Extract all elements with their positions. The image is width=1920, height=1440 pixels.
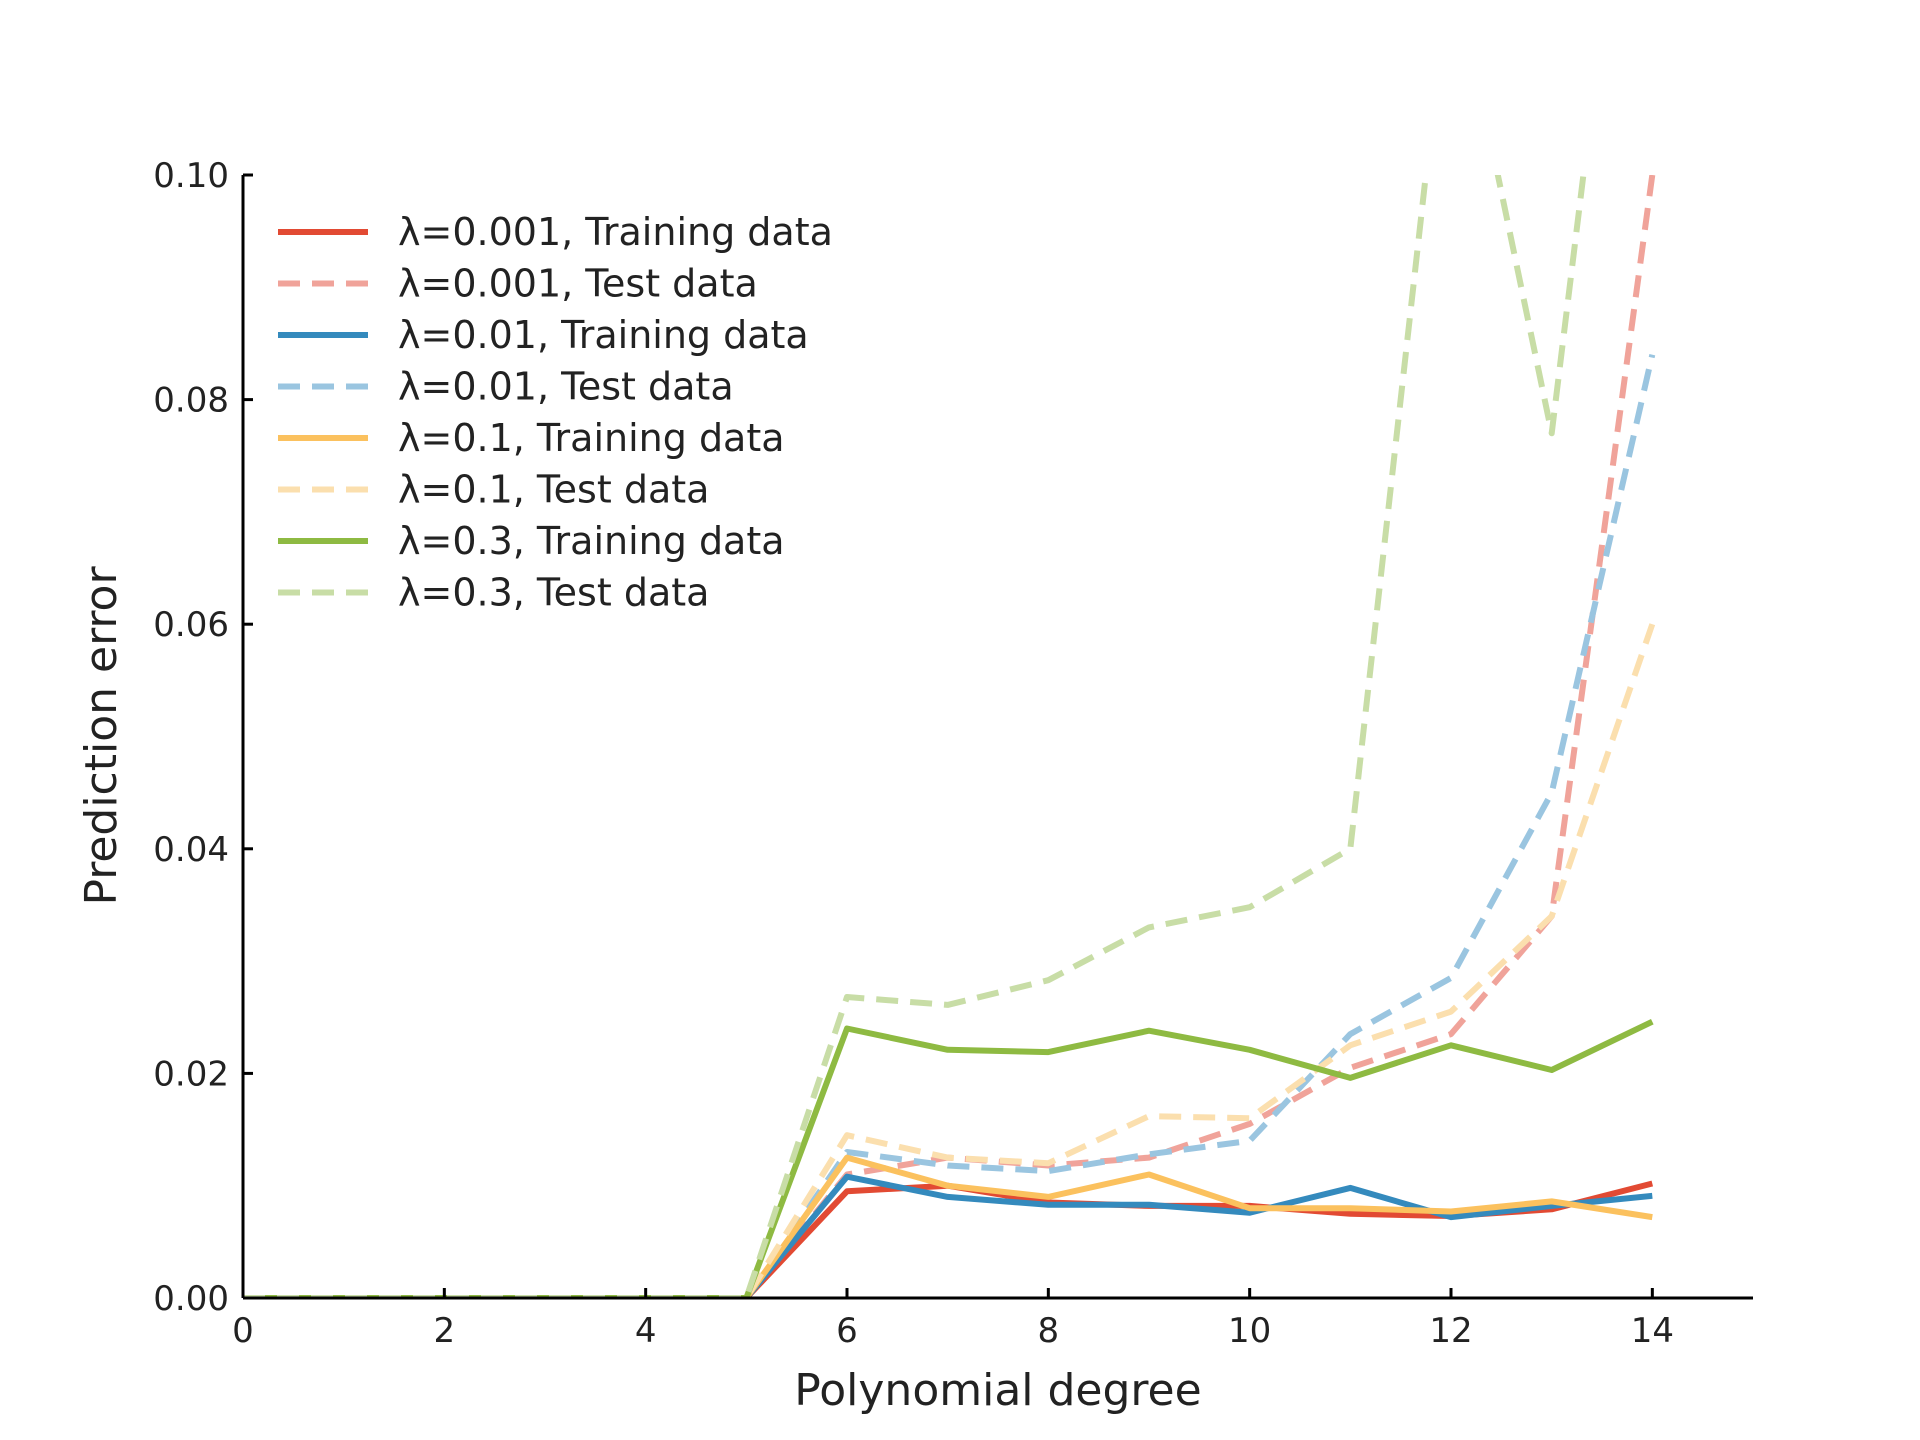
series-line-3 (243, 1173, 1653, 1298)
legend-label-4: λ=0.01, Test data (398, 365, 734, 409)
y-tick-label: 0.00 (153, 1279, 229, 1319)
x-ticks: 0 2 4 6 8 10 12 14 (232, 1288, 1674, 1351)
legend-label-1: λ=0.001, Training data (398, 210, 833, 254)
legend-label-5: λ=0.1, Training data (398, 416, 785, 460)
x-tick-label: 14 (1631, 1311, 1674, 1351)
legend-label-2: λ=0.001, Test data (398, 262, 758, 306)
y-tick-label: 0.02 (153, 1054, 229, 1094)
y-ticks: 0.00 0.02 0.04 0.06 0.08 0.10 (153, 156, 253, 1319)
x-tick-label: 8 (1038, 1311, 1060, 1351)
series-line-7 (243, 1018, 1654, 1298)
series-line-8 (243, 175, 1587, 1298)
x-tick-label: 4 (635, 1311, 657, 1351)
y-tick-label: 0.08 (153, 381, 229, 421)
legend-label-3: λ=0.01, Training data (398, 313, 809, 357)
series-line-5 (243, 1154, 1653, 1298)
axes (241, 175, 1753, 1300)
x-tick-label: 2 (434, 1311, 456, 1351)
x-tick-label: 0 (232, 1311, 254, 1351)
series-line-6 (243, 623, 1656, 1298)
y-tick-label: 0.10 (153, 156, 229, 196)
legend: λ=0.001, Training data λ=0.001, Test data… (278, 210, 833, 615)
series-line-1 (243, 1180, 1654, 1298)
series-layer (243, 175, 1656, 1298)
legend-label-8: λ=0.3, Test data (398, 571, 709, 615)
legend-label-6: λ=0.1, Test data (398, 468, 709, 512)
x-tick-label: 12 (1429, 1311, 1472, 1351)
x-tick-label: 10 (1228, 1311, 1271, 1351)
legend-label-7: λ=0.3, Training data (398, 519, 785, 563)
y-axis-label: Prediction error (76, 566, 127, 906)
y-tick-label: 0.04 (153, 830, 229, 870)
x-axis-label: Polynomial degree (794, 1365, 1201, 1416)
x-tick-label: 6 (836, 1311, 858, 1351)
series-line-4 (243, 354, 1656, 1298)
y-tick-label: 0.06 (153, 605, 229, 645)
